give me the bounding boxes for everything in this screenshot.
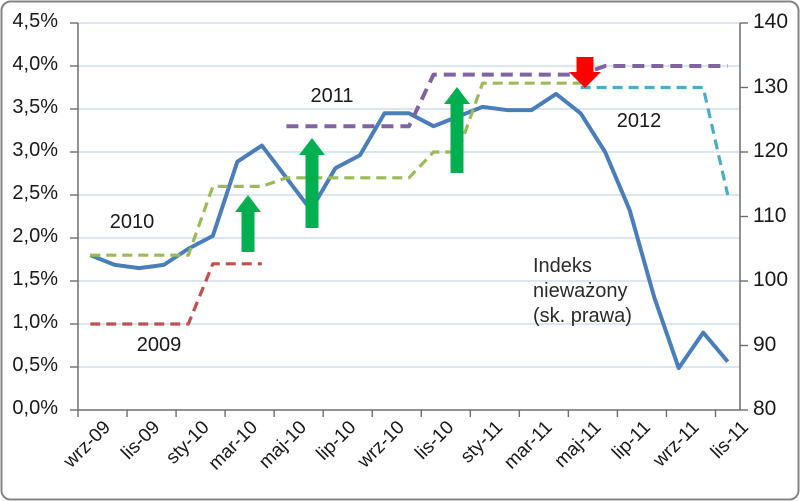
up-arrow-icon xyxy=(444,87,470,173)
series-line-2011 xyxy=(286,64,728,129)
down-arrow-icon xyxy=(569,57,601,88)
series-line-2009 xyxy=(90,262,262,326)
up-arrow-icon xyxy=(299,138,325,228)
series-line-2010 xyxy=(90,81,581,257)
series-line-2012 xyxy=(580,85,730,196)
up-arrow-icon xyxy=(235,195,261,252)
series-line-indeks-niewa-ony-sk-prawa- xyxy=(89,91,730,371)
